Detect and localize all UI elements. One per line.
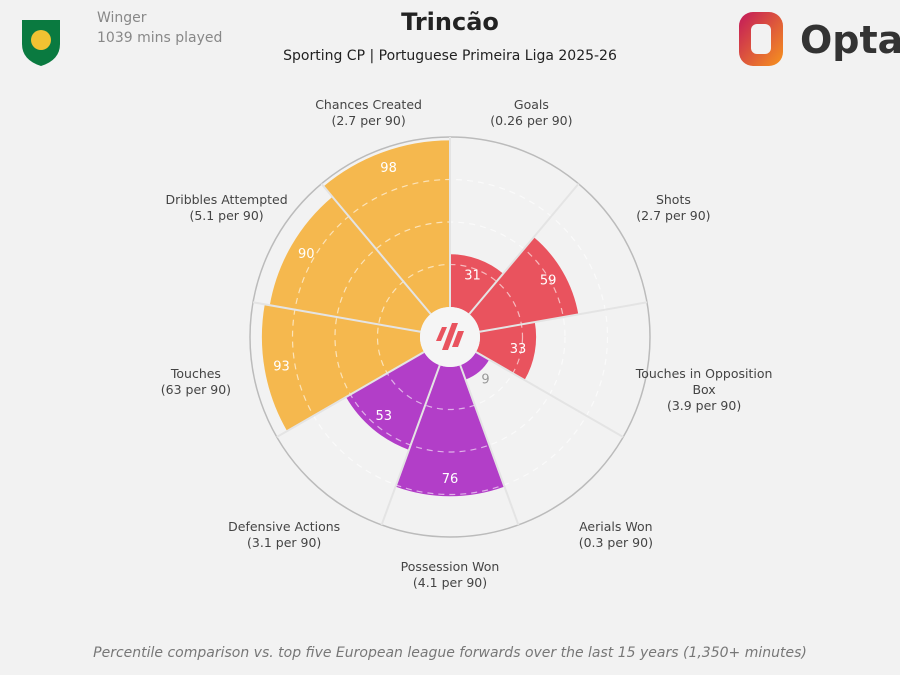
per90-value: (2.7 per 90)	[636, 208, 711, 223]
slice-divider	[475, 351, 624, 438]
slice-divider	[252, 301, 421, 333]
value-label: 98	[380, 161, 397, 176]
player-role: Winger	[97, 10, 147, 26]
category-name: Dribbles Attempted	[165, 192, 288, 207]
category-label: Possession Won (4.1 per 90)	[375, 559, 525, 591]
slice-bar-8	[323, 140, 450, 315]
slice-bar-6	[261, 304, 425, 432]
page-title: Trincão	[401, 8, 499, 36]
value-label: 93	[273, 360, 290, 375]
category-name: Defensive Actions	[228, 518, 341, 534]
category-name: Aerials Won	[579, 518, 653, 534]
category-label: Chances Created (2.7 per 90)	[294, 97, 444, 129]
per90-value: (0.3 per 90)	[578, 534, 653, 550]
slice-bar-4	[395, 365, 505, 497]
category-label: Shots (2.7 per 90)	[598, 192, 748, 224]
slice-divider	[459, 364, 520, 526]
slice-bar-0	[450, 254, 504, 315]
category-name: Chances Created	[315, 97, 422, 113]
opta-mark-icon	[436, 323, 464, 350]
slice-divider	[320, 183, 432, 315]
value-label: 76	[442, 472, 459, 487]
slice-divider	[468, 183, 580, 315]
category-label: Touches (63 per 90)	[121, 366, 271, 398]
slice-bar-7	[269, 196, 431, 332]
category-name: Touches in Opposition Box	[635, 365, 773, 397]
sporting-crest-logo	[22, 20, 60, 66]
footnote: Percentile comparison vs. top five Europ…	[93, 645, 807, 661]
per90-value: (4.1 per 90)	[412, 575, 488, 590]
slice-divider	[380, 364, 441, 526]
slice-divider	[276, 351, 425, 438]
category-name: Touches	[170, 365, 221, 381]
per90-value: (3.1 per 90)	[247, 534, 322, 550]
slice-bar-1	[469, 237, 579, 332]
value-label: 31	[464, 268, 481, 283]
category-label: Dribbles Attempted (5.1 per 90)	[152, 192, 302, 224]
category-label: Goals (0.26 per 90)	[456, 97, 606, 129]
per90-value: (5.1 per 90)	[189, 208, 264, 223]
slice-divider	[479, 301, 648, 333]
value-label: 59	[540, 273, 557, 288]
per90-value: (63 per 90)	[160, 381, 232, 397]
value-label: 9	[481, 372, 489, 387]
per90-value: (3.9 per 90)	[666, 397, 742, 413]
per90-value: (0.26 per 90)	[490, 113, 573, 129]
value-label: 33	[510, 342, 527, 357]
category-label: Defensive Actions (3.1 per 90)	[209, 519, 359, 551]
category-label: Aerials Won (0.3 per 90)	[541, 519, 691, 551]
category-label: Touches in Opposition Box (3.9 per 90)	[629, 366, 779, 414]
subtitle: Sporting CP | Portuguese Primeira Liga 2…	[283, 48, 617, 64]
category-name: Shots	[655, 192, 691, 207]
slice-bar-5	[345, 352, 440, 450]
minutes-played: 1039 mins played	[97, 30, 223, 46]
category-name: Goals	[513, 97, 549, 113]
slice-bar-3	[460, 352, 490, 380]
slice-bar-2	[475, 322, 537, 381]
value-label: 90	[298, 247, 315, 262]
category-name: Possession Won	[400, 559, 500, 574]
per90-value: (2.7 per 90)	[331, 113, 406, 129]
opta-logo-icon	[739, 12, 783, 66]
value-label: 53	[375, 409, 392, 424]
opta-brand: Opta	[800, 18, 900, 62]
